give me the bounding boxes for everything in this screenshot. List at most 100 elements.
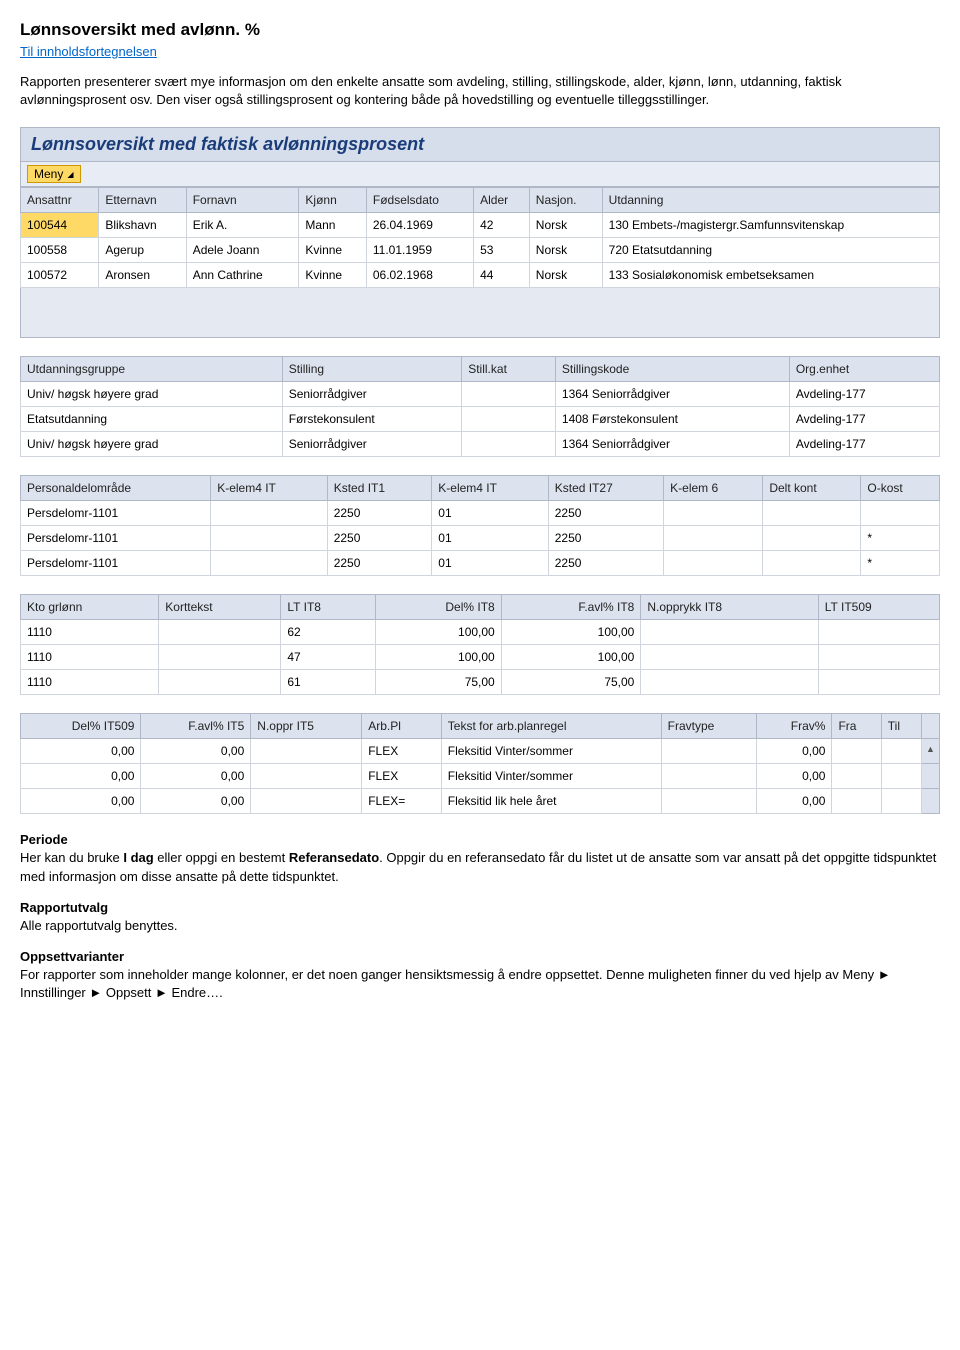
column-header[interactable]: Fødselsdato — [366, 188, 473, 213]
table-cell: 0,00 — [756, 789, 832, 814]
table-cell: Avdeling-177 — [789, 382, 939, 407]
table-cell: Persdelomr-1101 — [21, 551, 211, 576]
table-cell: 06.02.1968 — [366, 263, 473, 288]
table-cell — [832, 739, 881, 764]
table-cell — [861, 501, 940, 526]
column-header[interactable]: Del% IT509 — [21, 714, 141, 739]
table-row[interactable]: Persdelomr-11012250012250 — [21, 501, 940, 526]
table-cell: 720 Etatsutdanning — [602, 238, 939, 263]
column-header[interactable]: Frav% — [756, 714, 832, 739]
column-header[interactable]: Fravtype — [661, 714, 756, 739]
column-header[interactable]: LT IT509 — [818, 595, 939, 620]
table-cell: 0,00 — [141, 789, 251, 814]
column-header[interactable]: Delt kont — [763, 476, 861, 501]
column-header[interactable]: Utdanningsgruppe — [21, 357, 283, 382]
scroll-indicator[interactable]: ▲ — [922, 739, 940, 764]
column-header[interactable]: Kto grlønn — [21, 595, 159, 620]
table-cell: 2250 — [327, 551, 432, 576]
table-cell: * — [861, 526, 940, 551]
column-header[interactable]: Kjønn — [299, 188, 366, 213]
table-row[interactable]: 0,000,00FLEX=Fleksitid lik hele året0,00 — [21, 789, 940, 814]
table-employees: AnsattnrEtternavnFornavnKjønnFødselsdato… — [20, 187, 940, 338]
table-cell: 1364 Seniorrådgiver — [555, 432, 789, 457]
table-row[interactable]: 0,000,00FLEXFleksitid Vinter/sommer0,00 — [21, 764, 940, 789]
table-cell — [818, 620, 939, 645]
table-cell — [881, 789, 921, 814]
table-cell — [462, 432, 556, 457]
column-header[interactable]: Personaldelområde — [21, 476, 211, 501]
column-header[interactable]: Til — [881, 714, 921, 739]
column-header[interactable]: Fra — [832, 714, 881, 739]
table-cell: 2250 — [548, 551, 663, 576]
toc-link[interactable]: Til innholdsfortegnelsen — [20, 44, 157, 59]
column-header[interactable]: Ksted IT1 — [327, 476, 432, 501]
table-row[interactable]: EtatsutdanningFørstekonsulent1408 Første… — [21, 407, 940, 432]
table-cell — [818, 670, 939, 695]
column-header[interactable]: K-elem4 IT — [211, 476, 327, 501]
table-cell — [462, 407, 556, 432]
column-header[interactable]: N.oppr IT5 — [251, 714, 362, 739]
oppsett-label: Oppsettvarianter — [20, 949, 940, 964]
table-row[interactable]: Univ/ høgsk høyere gradSeniorrådgiver136… — [21, 382, 940, 407]
table-cell: Fleksitid lik hele året — [441, 789, 661, 814]
table-cell: Norsk — [529, 263, 602, 288]
table-cell — [641, 620, 818, 645]
intro-text: Rapporten presenterer svært mye informas… — [20, 73, 940, 109]
column-header[interactable]: O-kost — [861, 476, 940, 501]
table-row[interactable]: 111047100,00100,00 — [21, 645, 940, 670]
table-row[interactable]: Persdelomr-11012250012250* — [21, 551, 940, 576]
column-header[interactable]: LT IT8 — [281, 595, 375, 620]
column-header[interactable]: Utdanning — [602, 188, 939, 213]
periode-bold: Referansedato — [289, 850, 379, 865]
dropdown-arrow-icon: ◢ — [67, 170, 73, 179]
scroll-indicator[interactable] — [922, 764, 940, 789]
table-row[interactable]: 100572AronsenAnn CathrineKvinne06.02.196… — [21, 263, 940, 288]
table-cell: 100,00 — [501, 620, 641, 645]
table-row[interactable]: 100558AgerupAdele JoannKvinne11.01.19595… — [21, 238, 940, 263]
column-header[interactable]: N.opprykk IT8 — [641, 595, 818, 620]
column-header[interactable]: Fornavn — [186, 188, 299, 213]
column-header[interactable]: K-elem 6 — [664, 476, 763, 501]
column-header[interactable]: Nasjon. — [529, 188, 602, 213]
table-cell — [641, 645, 818, 670]
meny-button[interactable]: Meny ◢ — [27, 165, 81, 183]
table-cell — [251, 789, 362, 814]
column-header[interactable]: Korttekst — [159, 595, 281, 620]
column-header[interactable]: Del% IT8 — [375, 595, 501, 620]
column-header[interactable]: K-elem4 IT — [432, 476, 548, 501]
column-header[interactable] — [922, 714, 940, 739]
column-header[interactable]: Tekst for arb.planregel — [441, 714, 661, 739]
table-cell — [881, 739, 921, 764]
table-row[interactable]: 100544BlikshavnErik A.Mann26.04.196942No… — [21, 213, 940, 238]
page-title: Lønnsoversikt med avlønn. % — [20, 20, 940, 40]
column-header[interactable]: Etternavn — [99, 188, 186, 213]
column-header[interactable]: Arb.Pl — [362, 714, 442, 739]
table-salary: Kto grlønnKorttekstLT IT8Del% IT8F.avl% … — [20, 594, 940, 695]
column-header[interactable]: Stilling — [282, 357, 462, 382]
periode-text: Her kan du bruke I dag eller oppgi en be… — [20, 849, 940, 885]
column-header[interactable]: F.avl% IT8 — [501, 595, 641, 620]
table-row[interactable]: Univ/ høgsk høyere gradSeniorrådgiver136… — [21, 432, 940, 457]
table-cell: 100572 — [21, 263, 99, 288]
table-cell: 0,00 — [141, 739, 251, 764]
column-header[interactable]: Ansattnr — [21, 188, 99, 213]
table-row[interactable]: 11106175,0075,00 — [21, 670, 940, 695]
report-block-1: Lønnsoversikt med faktisk avlønningspros… — [20, 127, 940, 338]
scroll-indicator[interactable] — [922, 789, 940, 814]
table-personnel-area: PersonaldelområdeK-elem4 ITKsted IT1K-el… — [20, 475, 940, 576]
column-header[interactable]: F.avl% IT5 — [141, 714, 251, 739]
periode-text-part: eller oppgi en bestemt — [154, 850, 289, 865]
table-cell — [763, 551, 861, 576]
column-header[interactable]: Still.kat — [462, 357, 556, 382]
table-cell: 75,00 — [501, 670, 641, 695]
column-header[interactable]: Ksted IT27 — [548, 476, 663, 501]
table-row[interactable]: 0,000,00FLEXFleksitid Vinter/sommer0,00▲ — [21, 739, 940, 764]
table-row[interactable]: 111062100,00100,00 — [21, 620, 940, 645]
table-cell — [211, 526, 327, 551]
table-cell — [818, 645, 939, 670]
column-header[interactable]: Stillingskode — [555, 357, 789, 382]
table-row[interactable]: Persdelomr-11012250012250* — [21, 526, 940, 551]
table-cell: Fleksitid Vinter/sommer — [441, 739, 661, 764]
column-header[interactable]: Alder — [474, 188, 530, 213]
column-header[interactable]: Org.enhet — [789, 357, 939, 382]
